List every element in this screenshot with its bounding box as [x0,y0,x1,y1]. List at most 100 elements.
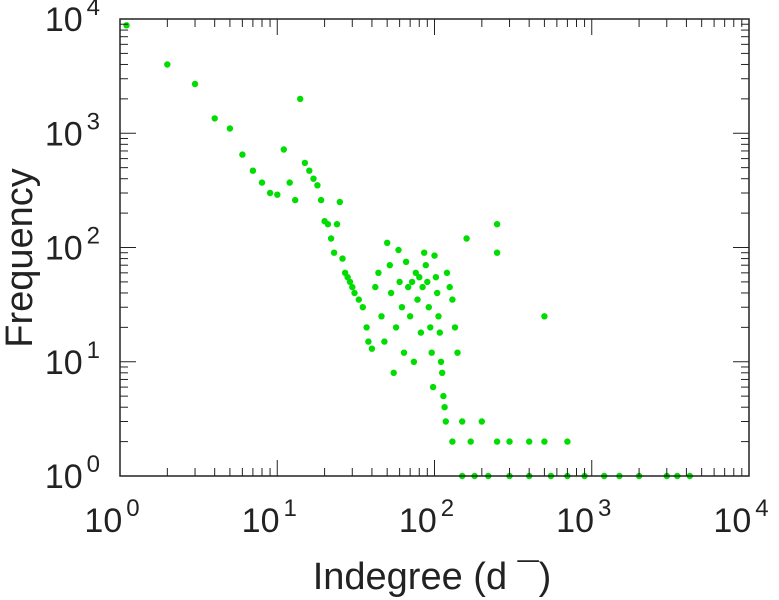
data-point [493,221,501,228]
data-point [392,324,400,331]
y-tick-label: 10 4 [45,0,100,39]
data-point [363,324,370,331]
data-point [437,358,445,365]
data-point [442,418,449,425]
data-point [431,252,438,259]
data-point [274,191,281,198]
data-point [349,283,356,291]
data-point [306,167,313,174]
data-point [434,289,441,297]
data-point [493,249,501,256]
data-point [454,349,461,356]
data-point [406,313,414,320]
data-point [330,249,338,256]
data-point [292,196,299,204]
data-point [506,438,513,445]
data-point [314,182,321,189]
data-point [428,349,435,356]
data-point [435,313,442,320]
data-point [436,329,443,336]
data-point [386,262,393,269]
data-point [422,262,429,269]
data-point [405,283,412,291]
data-point [123,22,130,29]
scatter-points [123,22,693,480]
data-point [443,269,451,276]
axis-ticks [119,19,749,477]
data-point [324,221,332,228]
data-point [317,196,325,204]
data-point [378,313,385,320]
data-point [396,278,403,286]
data-point [239,151,246,158]
data-point [493,438,501,445]
tick-labels: 10 0 10 1 10 2 10 3 10 4 10 0 10 1 10 2 10 3 10 4 [45,0,769,540]
data-point [429,383,437,391]
data-point [310,175,317,182]
data-point [414,296,421,303]
data-point [463,235,470,242]
data-point [416,274,423,281]
data-point [372,283,379,291]
data-point [446,283,453,291]
data-point [459,418,466,425]
data-point [478,418,485,425]
data-point [297,95,304,103]
data-point [365,338,372,345]
data-point [412,269,419,276]
data-point [211,115,218,122]
data-point [344,274,351,281]
data-point [408,278,416,286]
data-point [375,269,382,276]
data-point [432,274,440,281]
data-point [286,179,293,186]
y-tick-label: 10 1 [45,337,100,382]
data-point [427,324,434,331]
data-point [390,369,397,376]
data-point [336,198,343,206]
x-tick-label: 10 4 [713,495,768,540]
x-tick-label: 10 1 [242,495,297,540]
data-point [249,167,257,174]
data-point [387,289,395,297]
x-axis-title: Indegree (d ¯) [313,556,552,598]
y-axis-title: Frequency [0,168,41,348]
data-point [398,304,406,311]
data-point [410,358,418,365]
x-tick-label: 10 0 [84,495,139,540]
data-point [439,369,446,376]
data-point [467,438,474,445]
data-point [441,404,448,411]
data-point [421,249,428,256]
data-point [564,438,571,445]
data-point [449,296,456,303]
data-point [339,255,346,262]
data-point [368,345,376,352]
data-point [258,179,266,186]
x-tick-label: 10 3 [556,495,611,540]
y-tick-label: 10 3 [45,108,100,153]
data-point [400,349,408,356]
data-point [333,221,341,228]
data-point [381,338,388,345]
y-tick-label: 10 2 [45,223,100,268]
plot-frame [119,18,750,477]
data-point [351,289,358,297]
data-point [266,189,274,197]
data-point [359,304,366,311]
data-point [327,235,335,242]
data-point [449,438,456,445]
data-point [395,246,402,254]
data-point [440,392,447,400]
data-point [346,278,354,286]
data-point [451,324,459,331]
data-point [541,313,548,320]
data-point [417,329,425,336]
x-tick-label: 10 2 [399,495,454,540]
data-point [355,296,362,303]
data-point [419,283,426,291]
y-tick-label: 10 0 [45,451,100,496]
data-point [280,146,287,153]
data-point [402,258,410,265]
